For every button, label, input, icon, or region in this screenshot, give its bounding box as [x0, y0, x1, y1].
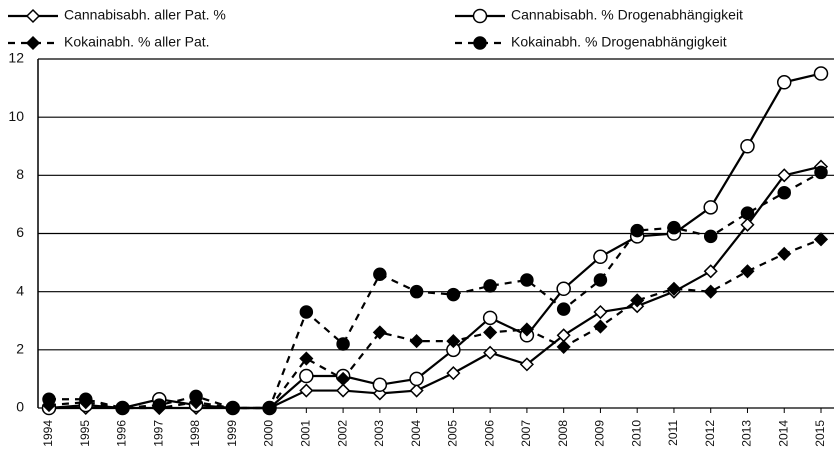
- data-point: [703, 200, 718, 215]
- data-point: [777, 246, 792, 261]
- legend-label: Cannabisabh. % Drogenabhängigkeit: [511, 7, 743, 23]
- series-line: [48, 72, 822, 410]
- x-tick-label: 1998: [188, 420, 202, 447]
- data-point: [409, 383, 424, 398]
- data-point: [556, 281, 571, 297]
- series-line: [49, 171, 822, 410]
- x-tick-label: 1999: [225, 420, 239, 447]
- x-tick-label: 2006: [482, 420, 496, 447]
- data-point: [336, 371, 351, 386]
- x-tick-label: 1996: [115, 420, 129, 447]
- data-point: [593, 304, 608, 320]
- data-point: [776, 75, 792, 90]
- x-tick-label: 2015: [813, 420, 827, 447]
- data-point: [115, 401, 130, 415]
- data-point: [630, 223, 644, 238]
- data-point: [593, 319, 608, 334]
- data-point: [556, 302, 571, 316]
- data-point: [703, 229, 718, 244]
- data-point: [813, 66, 829, 81]
- data-point: [226, 401, 240, 415]
- data-point: [446, 366, 461, 381]
- data-point: [372, 325, 387, 340]
- x-tick-label: 1995: [78, 420, 92, 447]
- data-point: [630, 293, 645, 308]
- data-point: [409, 284, 424, 299]
- y-tick-label: 10: [8, 108, 24, 124]
- data-point: [79, 392, 93, 407]
- data-point: [740, 264, 755, 279]
- data-point: [556, 339, 571, 354]
- data-point: [262, 401, 277, 415]
- series-line: [48, 238, 822, 410]
- data-point: [777, 186, 791, 200]
- legend-marker: [25, 8, 41, 24]
- x-tick-label: 2005: [446, 420, 460, 447]
- data-point: [372, 377, 388, 392]
- x-tick-label: 2009: [593, 420, 607, 447]
- x-tick-label: 2008: [556, 420, 570, 447]
- legend-marker: [472, 8, 488, 24]
- data-point: [703, 284, 718, 299]
- x-tick-label: 1994: [41, 420, 55, 447]
- legend-label: Kokainabh. % aller Pat.: [64, 34, 210, 50]
- x-tick-label: 1997: [151, 420, 165, 447]
- data-point: [299, 383, 314, 398]
- legend-marker: [473, 36, 487, 50]
- data-point: [483, 345, 498, 360]
- data-point: [189, 389, 203, 404]
- x-tick-label: 2014: [776, 420, 790, 447]
- data-point: [666, 281, 682, 296]
- x-tick-label: 2010: [629, 420, 643, 447]
- data-point: [42, 392, 56, 407]
- data-point: [740, 139, 755, 154]
- data-point: [483, 279, 497, 293]
- data-point: [740, 206, 755, 220]
- x-tick-label: 2007: [519, 420, 533, 447]
- data-point: [299, 368, 314, 384]
- x-tick-label: 2011: [666, 420, 680, 446]
- x-tick-label: 2012: [703, 420, 717, 447]
- y-tick-label: 12: [8, 50, 24, 66]
- data-point: [446, 334, 461, 349]
- y-tick-label: 4: [16, 282, 24, 298]
- data-point: [740, 217, 755, 232]
- data-point: [299, 351, 314, 366]
- data-point: [593, 273, 608, 287]
- data-point: [667, 220, 681, 235]
- x-tick-label: 2000: [262, 420, 276, 447]
- legend-label: Kokainabh. % Drogenabhängigkeit: [511, 34, 727, 50]
- y-tick-label: 0: [16, 399, 24, 415]
- y-tick-label: 2: [16, 341, 24, 357]
- data-point: [519, 357, 534, 372]
- x-tick-label: 2003: [372, 420, 386, 447]
- x-tick-label: 2001: [299, 420, 313, 447]
- data-point: [703, 264, 718, 279]
- data-point: [336, 383, 351, 398]
- data-point: [483, 325, 498, 340]
- data-point: [520, 273, 534, 287]
- y-tick-label: 6: [16, 224, 24, 240]
- data-point: [373, 267, 387, 281]
- data-point: [593, 249, 608, 265]
- data-point: [336, 337, 350, 351]
- data-point: [152, 398, 167, 412]
- data-point: [777, 168, 792, 183]
- x-tick-label: 2002: [335, 420, 349, 447]
- data-point: [482, 310, 498, 326]
- x-tick-label: 2013: [740, 420, 754, 447]
- y-tick-label: 8: [16, 166, 24, 182]
- data-point: [814, 165, 828, 180]
- data-point: [519, 322, 534, 337]
- data-point: [813, 232, 829, 247]
- legend-marker: [25, 35, 41, 51]
- data-point: [409, 371, 424, 387]
- data-point: [299, 305, 314, 319]
- legend-label: Cannabisabh. aller Pat. %: [64, 7, 226, 23]
- series-line: [49, 165, 822, 410]
- data-point: [409, 334, 424, 349]
- data-point: [446, 287, 461, 302]
- x-tick-label: 2004: [409, 420, 423, 447]
